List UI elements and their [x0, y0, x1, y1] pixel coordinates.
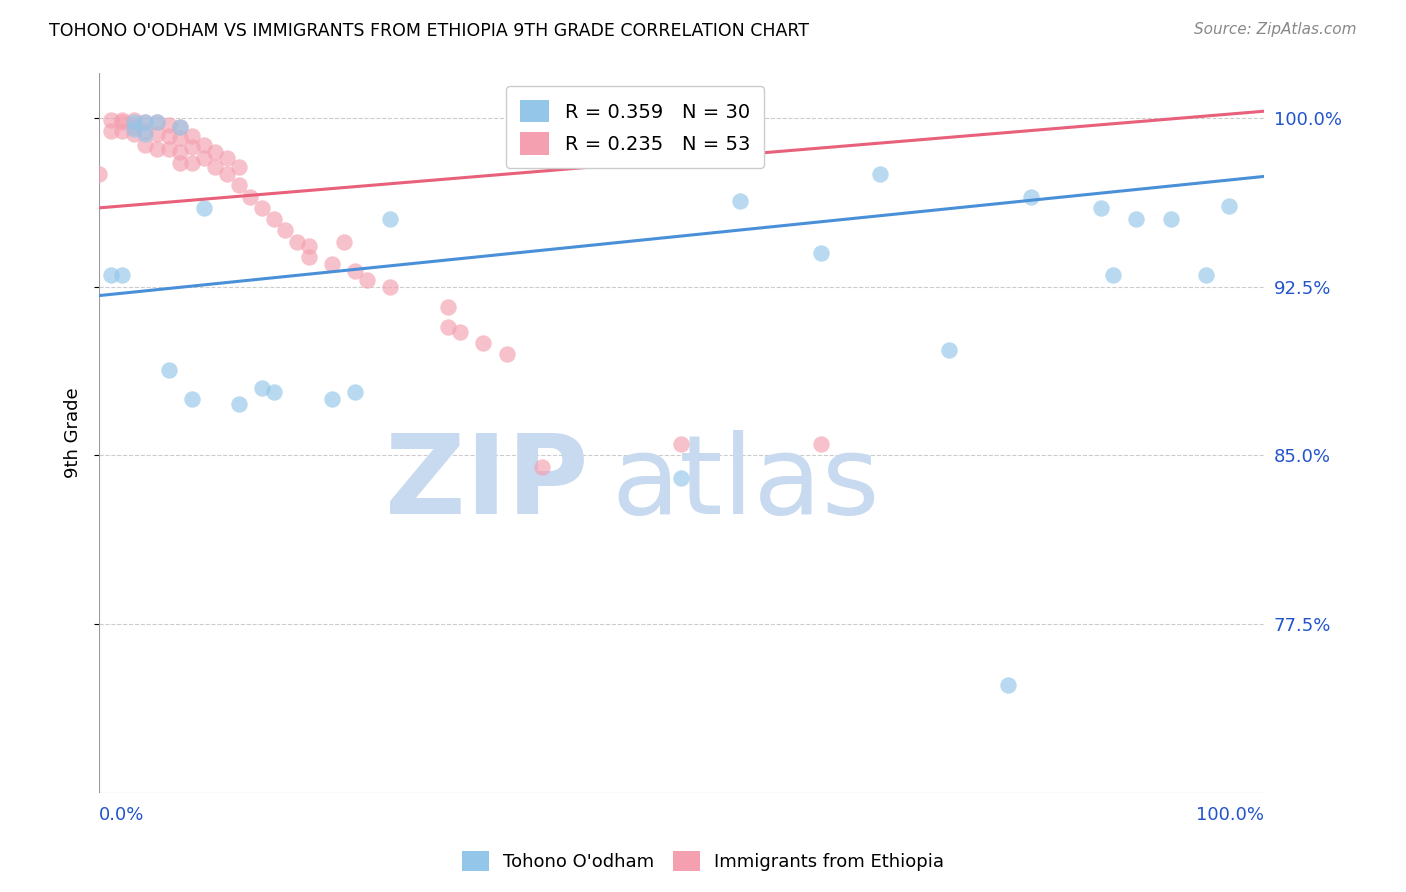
Point	[122, 120, 145, 134]
Point	[321, 257, 343, 271]
Legend: R = 0.359   N = 30, R = 0.235   N = 53: R = 0.359 N = 30, R = 0.235 N = 53	[506, 87, 763, 169]
Point	[437, 320, 460, 334]
Point	[472, 335, 495, 350]
Point	[274, 223, 297, 237]
Point	[239, 189, 262, 203]
Point	[810, 437, 832, 451]
Point	[380, 279, 402, 293]
Point	[111, 268, 134, 283]
Point	[297, 251, 319, 265]
Point	[169, 120, 191, 134]
Point	[495, 347, 517, 361]
Text: atlas: atlas	[612, 430, 880, 537]
Legend: Tohono O'odham, Immigrants from Ethiopia: Tohono O'odham, Immigrants from Ethiopia	[454, 844, 952, 879]
Point	[344, 264, 367, 278]
Y-axis label: 9th Grade: 9th Grade	[65, 387, 82, 478]
Point	[1090, 201, 1112, 215]
Point	[1019, 189, 1042, 203]
Point	[215, 167, 238, 181]
Point	[193, 137, 215, 152]
Point	[997, 678, 1019, 692]
Point	[810, 246, 832, 260]
Text: 0.0%: 0.0%	[98, 806, 145, 824]
Point	[111, 124, 134, 138]
Point	[321, 392, 343, 406]
Point	[181, 392, 204, 406]
Point	[297, 239, 319, 253]
Point	[250, 381, 273, 395]
Point	[204, 161, 226, 175]
Point	[1218, 199, 1240, 213]
Point	[228, 161, 250, 175]
Point	[1125, 212, 1147, 227]
Point	[332, 235, 354, 249]
Point	[728, 194, 751, 209]
Point	[285, 235, 308, 249]
Point	[215, 152, 238, 166]
Point	[169, 145, 191, 159]
Point	[134, 124, 156, 138]
Point	[250, 201, 273, 215]
Point	[146, 143, 169, 157]
Point	[1101, 268, 1123, 283]
Point	[181, 140, 204, 154]
Point	[169, 131, 191, 145]
Point	[530, 459, 553, 474]
Point	[157, 128, 180, 143]
Point	[134, 115, 156, 129]
Text: TOHONO O'ODHAM VS IMMIGRANTS FROM ETHIOPIA 9TH GRADE CORRELATION CHART: TOHONO O'ODHAM VS IMMIGRANTS FROM ETHIOP…	[49, 22, 810, 40]
Point	[122, 115, 145, 129]
Point	[146, 115, 169, 129]
Point	[671, 437, 693, 451]
Text: ZIP: ZIP	[385, 430, 588, 537]
Point	[1160, 212, 1182, 227]
Point	[134, 115, 156, 129]
Point	[228, 178, 250, 193]
Point	[671, 471, 693, 485]
Point	[193, 201, 215, 215]
Point	[228, 396, 250, 410]
Point	[380, 212, 402, 227]
Point	[122, 122, 145, 136]
Point	[157, 363, 180, 377]
Point	[437, 300, 460, 314]
Point	[87, 167, 110, 181]
Point	[1195, 268, 1218, 283]
Point	[181, 156, 204, 170]
Point	[122, 113, 145, 128]
Point	[100, 113, 122, 128]
Point	[122, 127, 145, 141]
Point	[134, 137, 156, 152]
Point	[449, 325, 471, 339]
Point	[938, 343, 960, 357]
Point	[204, 145, 226, 159]
Point	[111, 113, 134, 128]
Point	[157, 143, 180, 157]
Point	[146, 127, 169, 141]
Text: 100.0%: 100.0%	[1197, 806, 1264, 824]
Point	[181, 128, 204, 143]
Point	[146, 115, 169, 129]
Point	[193, 152, 215, 166]
Point	[134, 127, 156, 141]
Point	[111, 115, 134, 129]
Text: Source: ZipAtlas.com: Source: ZipAtlas.com	[1194, 22, 1357, 37]
Point	[100, 124, 122, 138]
Point	[344, 385, 367, 400]
Point	[263, 385, 285, 400]
Point	[263, 212, 285, 227]
Point	[169, 120, 191, 134]
Point	[869, 167, 891, 181]
Point	[356, 273, 378, 287]
Point	[157, 118, 180, 132]
Point	[169, 156, 191, 170]
Point	[100, 268, 122, 283]
